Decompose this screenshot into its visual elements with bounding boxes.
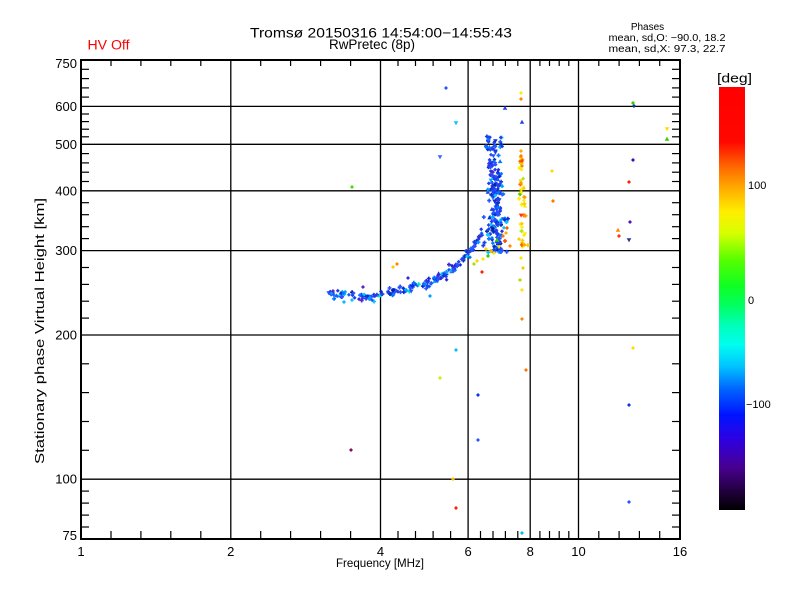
svg-text:16: 16 bbox=[673, 544, 687, 559]
svg-text:[deg]: [deg] bbox=[717, 71, 752, 86]
svg-text:1: 1 bbox=[77, 544, 84, 559]
svg-text:8: 8 bbox=[527, 544, 534, 559]
svg-text:RwPretec (8p): RwPretec (8p) bbox=[329, 37, 415, 52]
svg-text:100: 100 bbox=[748, 180, 766, 192]
svg-text:−100: −100 bbox=[746, 399, 771, 411]
svg-text:500: 500 bbox=[55, 137, 77, 152]
svg-text:75: 75 bbox=[63, 528, 77, 543]
svg-text:2: 2 bbox=[227, 544, 234, 559]
svg-text:Phases: Phases bbox=[631, 22, 664, 33]
svg-text:0: 0 bbox=[748, 295, 754, 307]
svg-text:HV Off: HV Off bbox=[88, 38, 130, 53]
svg-text:Stationary phase Virtual Heigh: Stationary phase Virtual Height [km] bbox=[33, 198, 47, 464]
svg-text:750: 750 bbox=[55, 56, 77, 71]
svg-text:Tromsø 20150316 14:54:00−14:55: Tromsø 20150316 14:54:00−14:55:43 bbox=[250, 25, 512, 41]
svg-text:200: 200 bbox=[55, 327, 77, 342]
svg-text:100: 100 bbox=[55, 472, 77, 487]
svg-text:mean, sd,O: −90.0, 18.2: mean, sd,O: −90.0, 18.2 bbox=[609, 33, 726, 44]
svg-text:4: 4 bbox=[377, 544, 384, 559]
svg-text:400: 400 bbox=[55, 183, 77, 198]
svg-text:mean, sd,X: 97.3, 22.7: mean, sd,X: 97.3, 22.7 bbox=[609, 44, 727, 55]
svg-text:10: 10 bbox=[571, 544, 585, 559]
svg-text:300: 300 bbox=[55, 243, 77, 258]
svg-text:600: 600 bbox=[55, 99, 77, 114]
svg-text:Frequency [MHz]: Frequency [MHz] bbox=[336, 556, 424, 570]
svg-text:6: 6 bbox=[464, 544, 471, 559]
